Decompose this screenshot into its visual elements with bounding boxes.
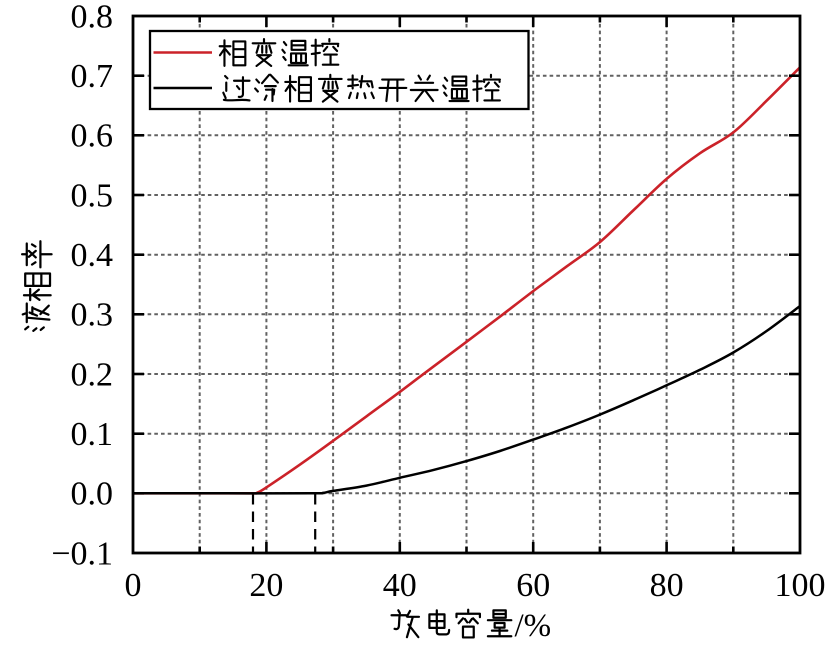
svg-text:0.1: 0.1: [71, 416, 114, 453]
svg-text:0.8: 0.8: [71, 0, 114, 35]
svg-text:0.3: 0.3: [71, 297, 114, 334]
svg-text:0.4: 0.4: [71, 237, 114, 274]
svg-text:/%: /%: [515, 608, 552, 644]
svg-text:100: 100: [775, 567, 826, 604]
svg-text:0.5: 0.5: [71, 177, 114, 214]
svg-text:60: 60: [516, 567, 550, 604]
svg-text:40: 40: [383, 567, 417, 604]
svg-text:80: 80: [650, 567, 684, 604]
svg-text:0.2: 0.2: [71, 356, 114, 393]
svg-text:20: 20: [249, 567, 283, 604]
svg-text:−0.1: −0.1: [51, 535, 113, 572]
svg-text:0.6: 0.6: [71, 118, 114, 155]
svg-text:0.7: 0.7: [71, 58, 114, 95]
svg-text:0: 0: [125, 567, 142, 604]
svg-text:0.0: 0.0: [71, 476, 114, 513]
